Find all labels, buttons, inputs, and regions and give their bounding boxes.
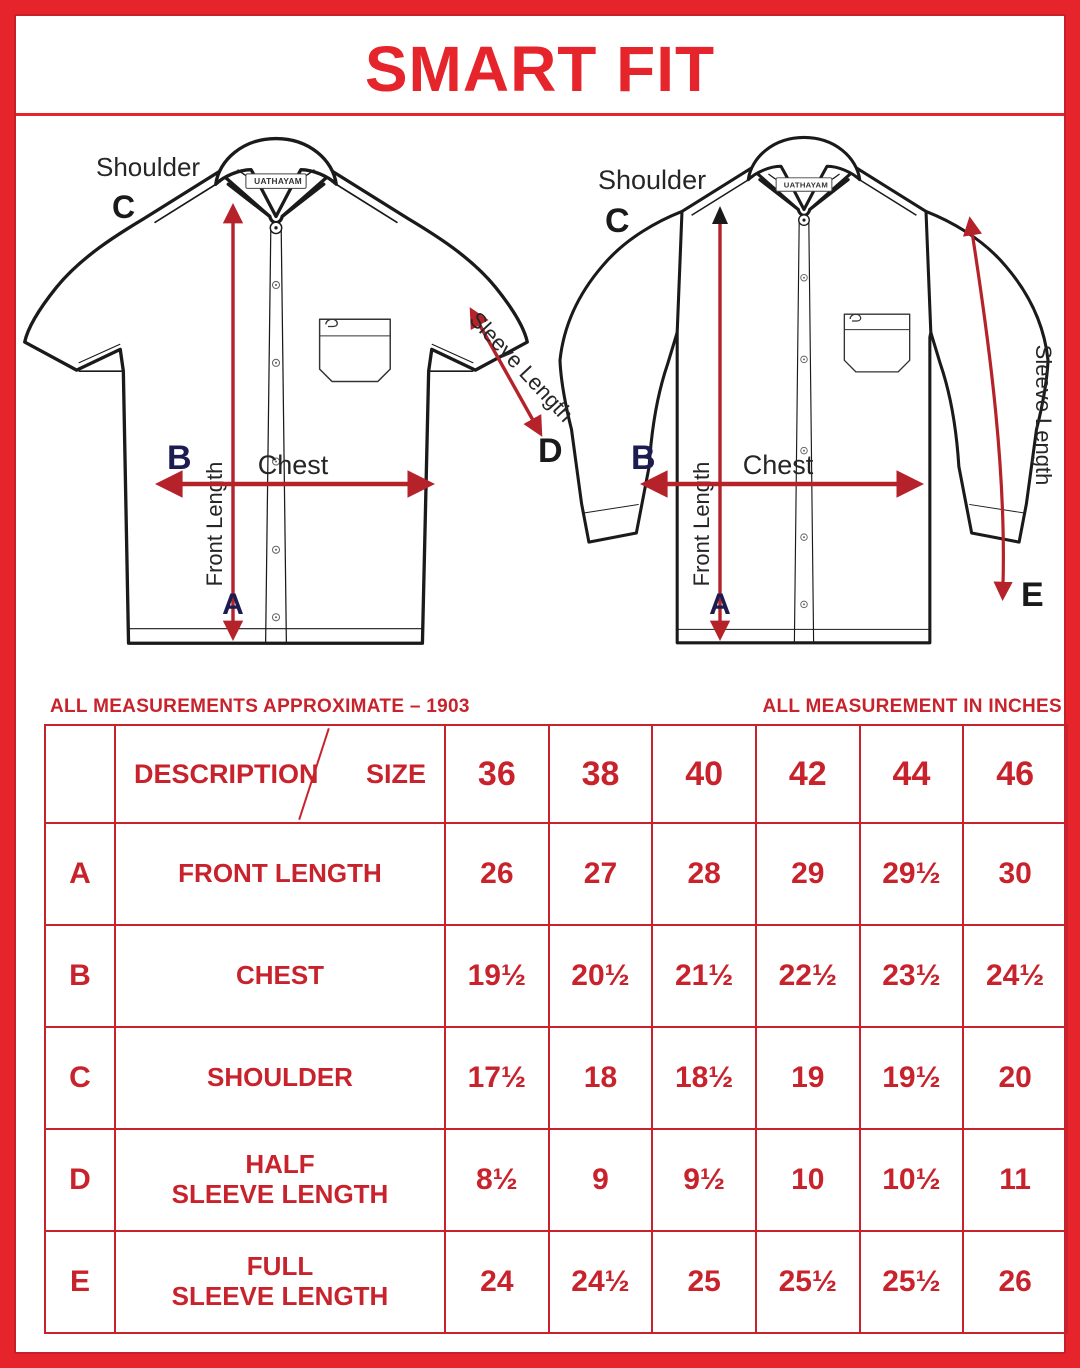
svg-text:A: A: [709, 588, 731, 621]
svg-text:E: E: [1021, 576, 1044, 614]
svg-text:Sleeve Length: Sleeve Length: [1031, 345, 1056, 486]
svg-text:Chest: Chest: [743, 450, 814, 480]
svg-text:Shoulder: Shoulder: [96, 152, 200, 182]
svg-text:Chest: Chest: [258, 450, 329, 480]
svg-text:Sleeve Length: Sleeve Length: [464, 307, 578, 427]
svg-text:B: B: [631, 439, 656, 477]
svg-text:D: D: [538, 432, 563, 470]
svg-text:Front Length: Front Length: [202, 462, 227, 587]
svg-text:C: C: [112, 189, 135, 225]
svg-text:Front Length: Front Length: [689, 462, 714, 587]
svg-text:Shoulder: Shoulder: [598, 165, 706, 195]
svg-text:B: B: [167, 439, 192, 477]
svg-text:A: A: [222, 588, 244, 621]
svg-text:C: C: [605, 202, 630, 240]
